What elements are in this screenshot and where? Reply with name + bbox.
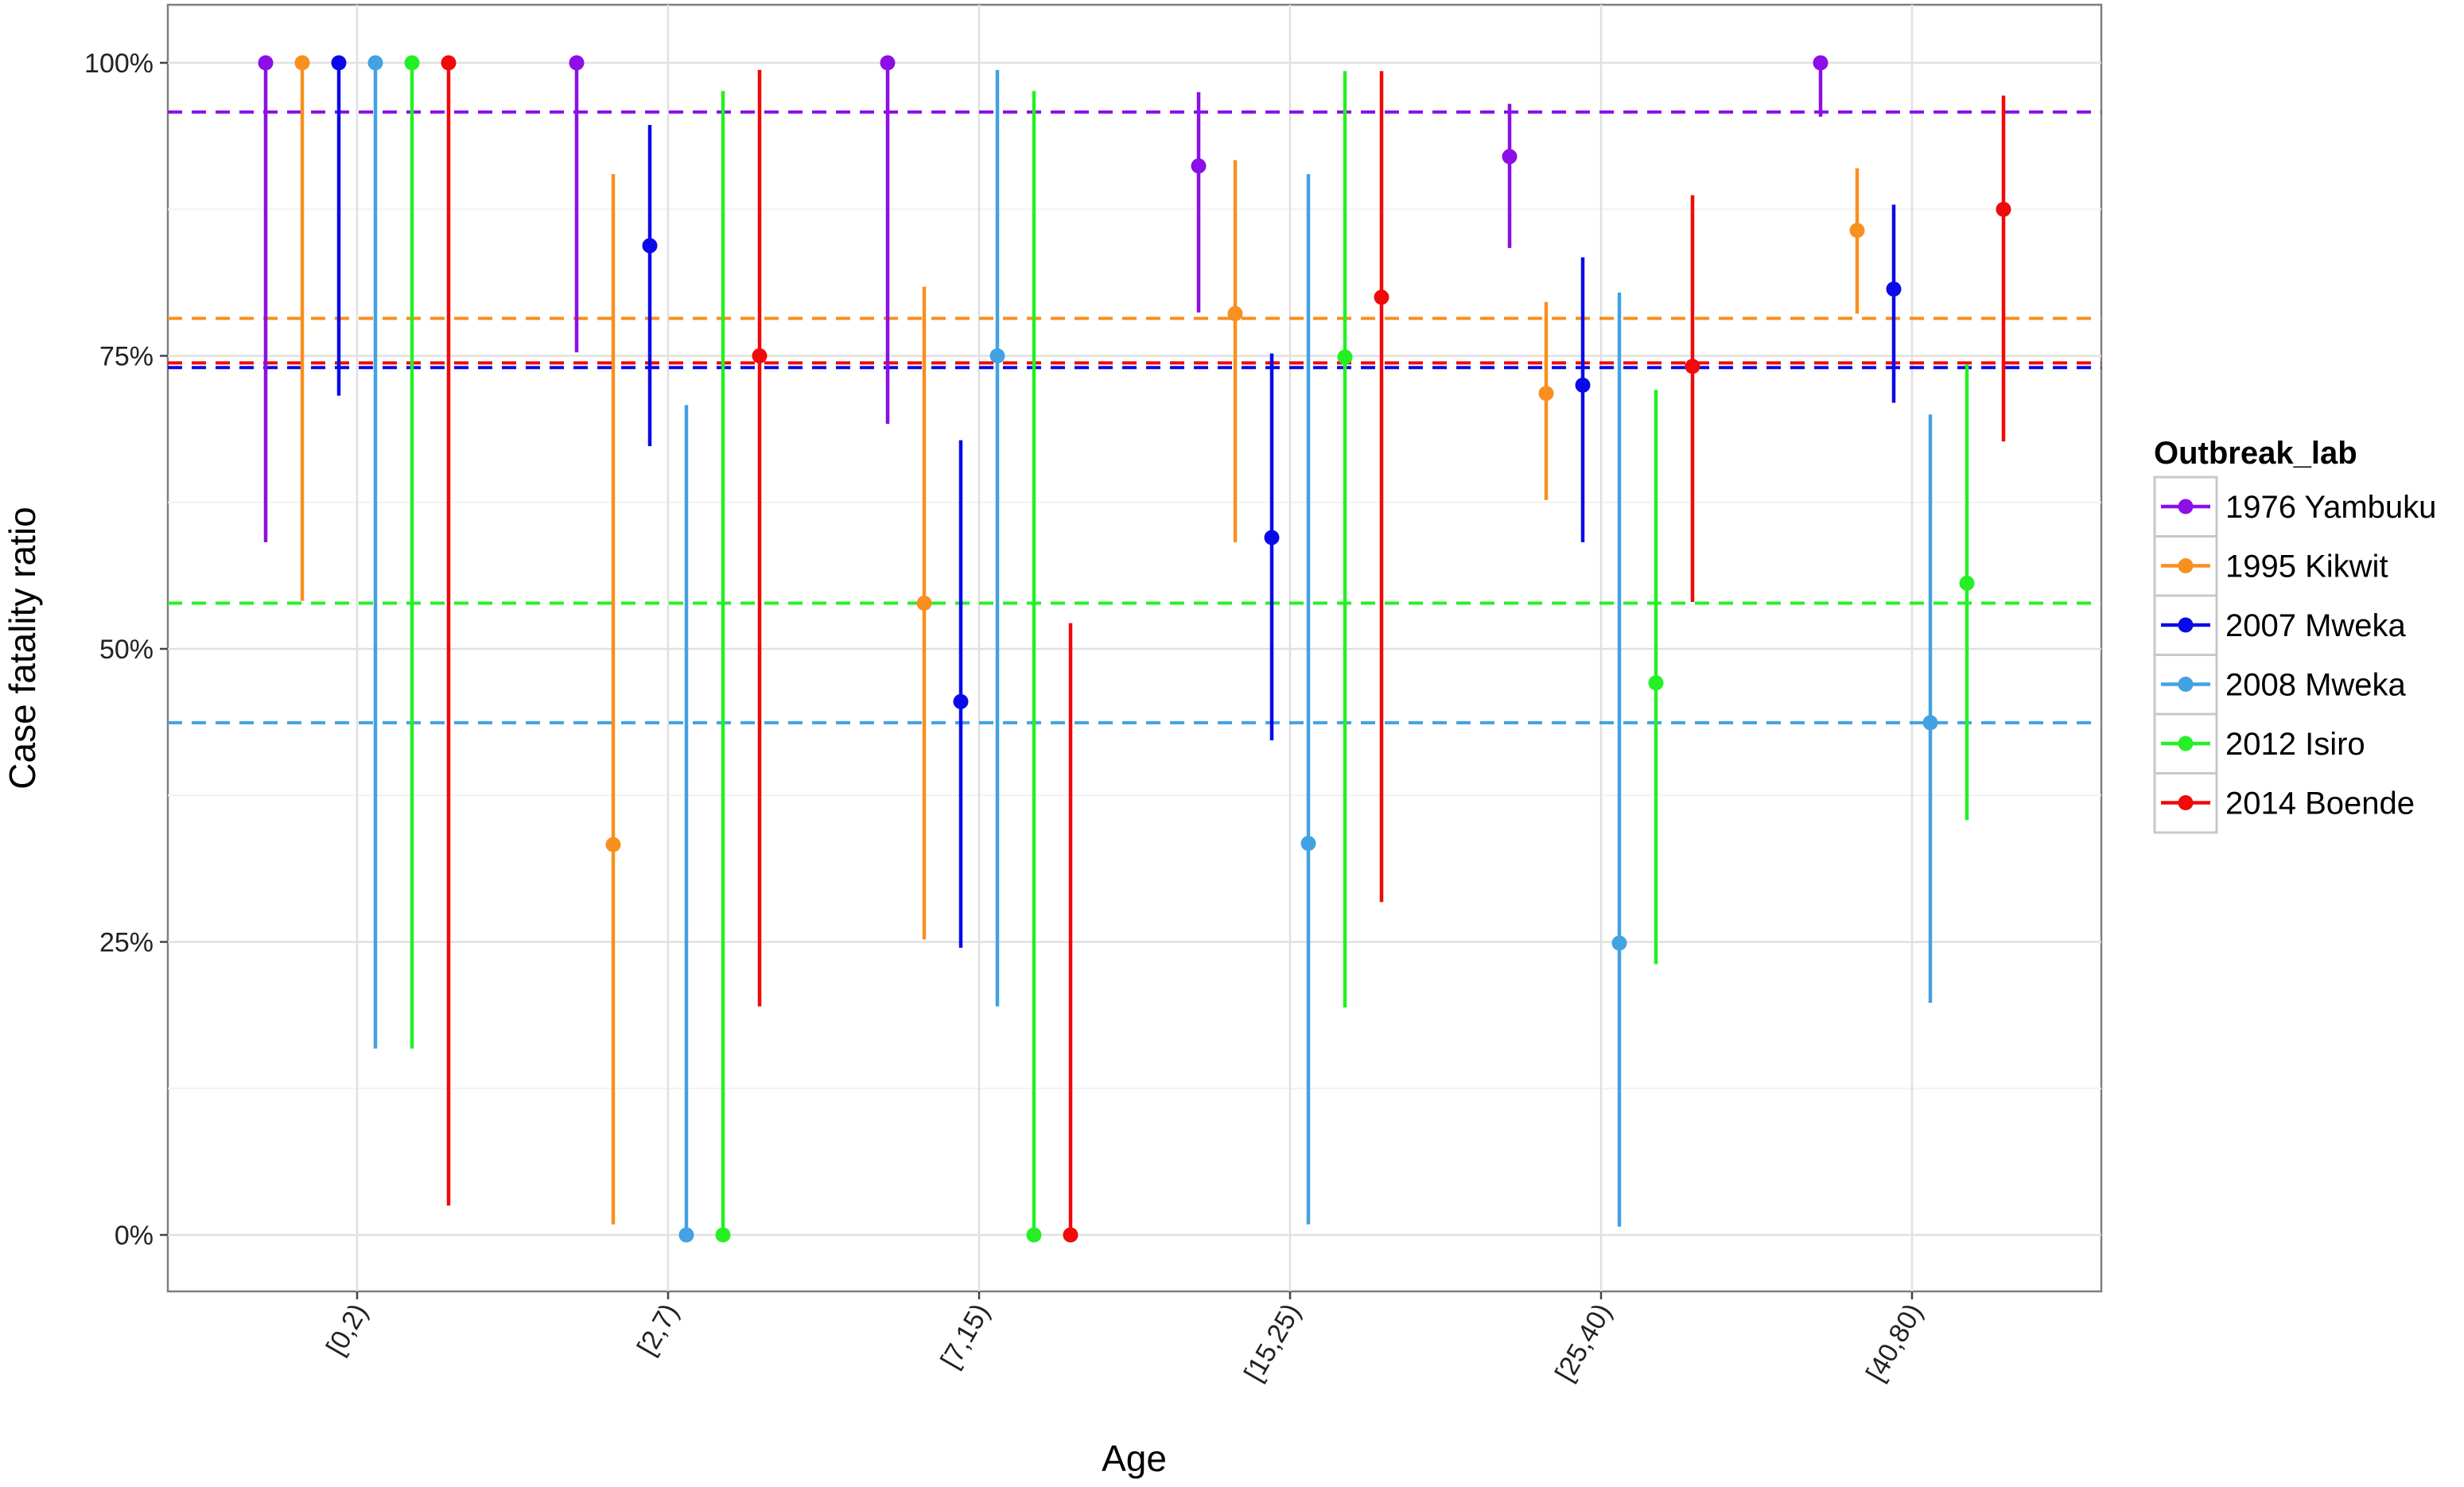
data-point: [1886, 281, 1902, 297]
legend-label: 2007 Mweka: [2225, 608, 2407, 643]
data-point: [715, 1227, 731, 1243]
legend-key-point: [2178, 795, 2194, 810]
legend-label: 2012 Isiro: [2225, 727, 2365, 762]
legend-key-point: [2178, 617, 2194, 633]
x-tick-label: [2,7): [632, 1299, 685, 1361]
data-point: [1685, 359, 1700, 375]
data-point: [1063, 1227, 1078, 1243]
y-tick-label: 75%: [99, 342, 154, 372]
data-point: [1026, 1227, 1042, 1243]
legend-title: Outbreak_lab: [2154, 436, 2357, 471]
x-tick-label: [7,15): [935, 1299, 996, 1373]
x-tick-label: [25,40): [1549, 1299, 1618, 1387]
legend-label: 2008 Mweka: [2225, 668, 2407, 703]
legend-key-point: [2178, 499, 2194, 514]
data-point: [642, 238, 658, 254]
legend: Outbreak_lab 1976 Yambuku 1995 Kikwit 2007…: [2153, 436, 2436, 834]
data-point: [1374, 289, 1389, 305]
data-point: [1611, 935, 1627, 951]
y-tick-label: 50%: [99, 635, 154, 665]
data-point: [569, 55, 585, 71]
y-tick-label: 25%: [99, 928, 154, 958]
x-tick-label: [15,25): [1238, 1299, 1307, 1387]
data-point: [331, 55, 347, 71]
data-point: [1922, 715, 1938, 731]
data-point: [1648, 675, 1664, 691]
data-point: [294, 55, 310, 71]
data-point: [1575, 377, 1591, 393]
legend-key-point: [2178, 736, 2194, 751]
legend-label: 2014 Boende: [2225, 786, 2415, 821]
data-point: [1264, 530, 1280, 545]
data-point: [1300, 836, 1316, 852]
data-point: [258, 55, 274, 71]
data-point: [1813, 55, 1829, 71]
data-point: [1538, 386, 1554, 402]
data-point: [1502, 149, 1518, 165]
data-point: [752, 348, 768, 363]
x-tick-label: [40,80): [1860, 1299, 1929, 1387]
x-tick-label: [0,2): [321, 1299, 374, 1361]
legend-key-point: [2178, 677, 2194, 692]
data-point: [605, 837, 621, 852]
x-axis-title: Age: [1102, 1438, 1167, 1479]
data-point: [1849, 223, 1865, 239]
data-point: [404, 55, 420, 71]
data-point: [1227, 305, 1243, 321]
data-point: [880, 55, 896, 71]
data-point: [916, 596, 932, 611]
legend-key-point: [2178, 558, 2194, 573]
data-point: [441, 55, 457, 71]
data-point: [678, 1227, 694, 1243]
data-point: [1337, 349, 1353, 365]
legend-label: 1995 Kikwit: [2225, 549, 2388, 584]
data-point: [1191, 158, 1207, 174]
data-point: [1996, 201, 2011, 217]
y-tick-label: 0%: [115, 1221, 154, 1251]
data-point: [953, 693, 969, 709]
data-point: [1959, 575, 1975, 591]
data-point: [989, 348, 1005, 363]
y-axis-title: Case fatality ratio: [2, 507, 43, 789]
data-point: [367, 55, 383, 71]
legend-label: 1976 Yambuku: [2225, 490, 2436, 525]
y-tick-label: 100%: [84, 49, 154, 79]
